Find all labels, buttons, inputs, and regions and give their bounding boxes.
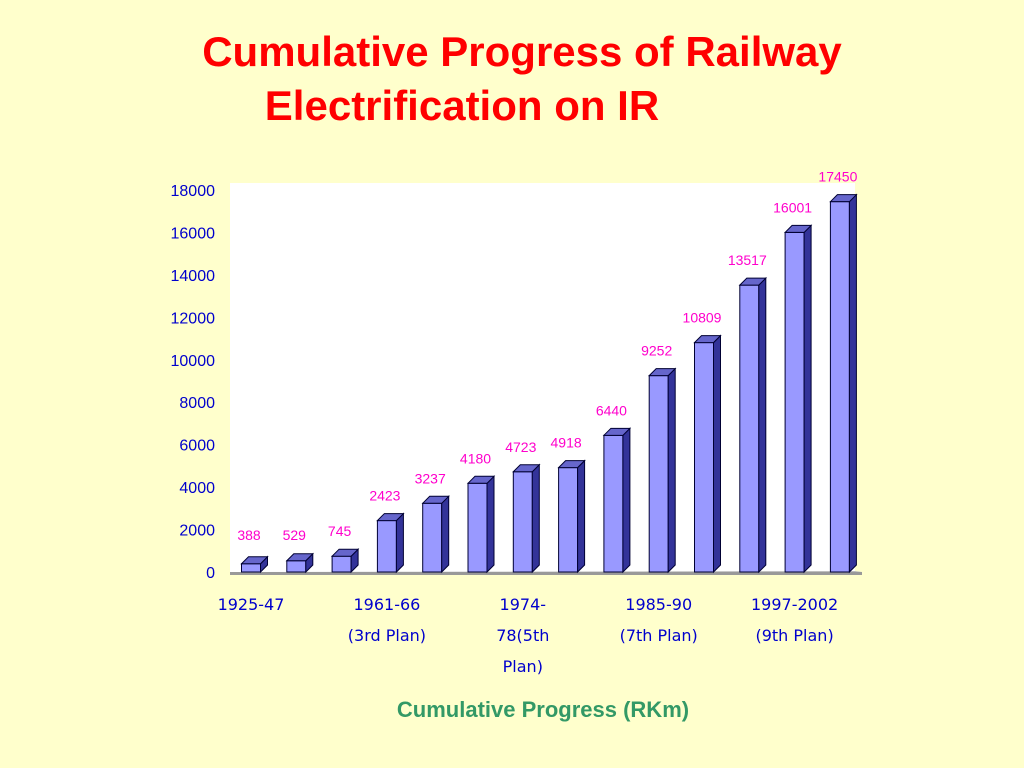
bar (783, 224, 813, 574)
bar-top (693, 335, 722, 344)
bar (647, 367, 677, 574)
y-tick-label: 4000 (179, 480, 215, 497)
bar-top (330, 548, 360, 557)
bar-top (738, 277, 768, 286)
data-label: 745 (328, 523, 352, 539)
bar-side (486, 475, 495, 574)
chart-title-line-1: Cumulative Progress of Railway (202, 28, 842, 75)
y-tick-label: 10000 (171, 353, 216, 370)
bar-side (713, 334, 721, 574)
y-tick-label: 6000 (179, 438, 215, 455)
bar-front (784, 231, 805, 573)
bar (602, 427, 632, 574)
bar (693, 334, 722, 574)
bar (330, 547, 360, 574)
y-tick-label: 2000 (179, 523, 215, 540)
bar-front (648, 375, 669, 573)
bar-side (395, 512, 404, 574)
y-tick-label: 16000 (171, 225, 216, 242)
bar-top (466, 475, 496, 484)
bar-front (603, 434, 624, 573)
bar-side (622, 427, 631, 574)
y-axis: 0 2000 4000 6000 8000 10000 12000 14000 16000 180… (171, 183, 216, 582)
x-tick-label: 1974- (500, 595, 547, 614)
data-label: 4180 (460, 450, 491, 466)
data-label: 13517 (728, 252, 767, 268)
bar (285, 552, 315, 574)
bar-top (829, 194, 858, 203)
bar-side (803, 224, 812, 574)
y-tick-label: 14000 (171, 268, 216, 285)
x-tick-label: (3rd Plan) (348, 626, 426, 645)
bars (240, 193, 858, 574)
y-tick-label: 8000 (179, 395, 215, 412)
bar (466, 475, 496, 574)
bar-top (557, 460, 586, 469)
bar (512, 463, 541, 574)
bar-top (602, 427, 632, 436)
bar-top (285, 553, 315, 562)
x-tick-label: 1925-47 (218, 595, 285, 614)
data-label: 2423 (369, 488, 400, 504)
data-label: 529 (283, 527, 307, 543)
bar (240, 555, 269, 574)
plot-floor-edge (230, 572, 862, 575)
x-tick-label: 78(5th (496, 626, 549, 645)
bar-top (421, 495, 450, 504)
bar-front (512, 471, 533, 573)
data-label: 3237 (415, 470, 446, 486)
x-tick-label: 1997-2002 (751, 595, 838, 614)
x-axis: 1925-47 1961-66 (3rd Plan) 1974- 78(5th Plan)… (218, 595, 839, 676)
chart-title-line-2: Electrification on IR (264, 82, 660, 129)
bar-front (558, 467, 579, 573)
bar-top (376, 513, 405, 522)
x-tick-label: (9th Plan) (755, 626, 833, 645)
bar (738, 276, 768, 574)
bar-front (694, 342, 714, 573)
bar-front (241, 563, 261, 573)
y-tick-label: 18000 (171, 183, 216, 200)
data-label: 4723 (505, 439, 536, 455)
x-tick-label: 1985-90 (625, 595, 692, 614)
bar-side (758, 276, 767, 574)
y-tick-label: 0 (206, 565, 215, 582)
bar-top (512, 464, 541, 473)
bar (421, 495, 450, 574)
bar (829, 193, 858, 574)
data-label: 388 (237, 527, 261, 543)
x-axis-title: Cumulative Progress (RKm) (396, 697, 690, 722)
bar-side (441, 495, 450, 574)
data-label: 17450 (818, 169, 857, 185)
bar-front (331, 555, 352, 573)
bar-front (376, 520, 397, 573)
data-label: 16001 (773, 199, 812, 215)
data-label: 4918 (551, 435, 582, 451)
data-label: 6440 (596, 402, 627, 418)
bar (376, 512, 405, 574)
bar-front (829, 201, 850, 573)
bar-top (240, 556, 269, 565)
x-tick-label: (7th Plan) (620, 626, 698, 645)
bar-top (647, 368, 677, 377)
data-label: 10809 (683, 310, 722, 326)
bar-front (286, 560, 307, 573)
data-label: 9252 (641, 343, 672, 359)
bar-side (531, 463, 540, 574)
bar-side (667, 367, 676, 574)
data-labels: 388 529 745 2423 3237 4180 4723 4918 6440 9252 108… (237, 169, 857, 543)
bar-side (577, 459, 586, 574)
bar-front (467, 482, 488, 573)
bar-front (739, 284, 760, 573)
bar-top (783, 224, 813, 233)
bar (557, 459, 586, 574)
x-tick-label: Plan) (503, 657, 543, 676)
bar-side (848, 193, 857, 574)
x-tick-label: 1961-66 (353, 595, 420, 614)
y-tick-label: 12000 (171, 310, 216, 327)
bar-front (422, 502, 443, 573)
